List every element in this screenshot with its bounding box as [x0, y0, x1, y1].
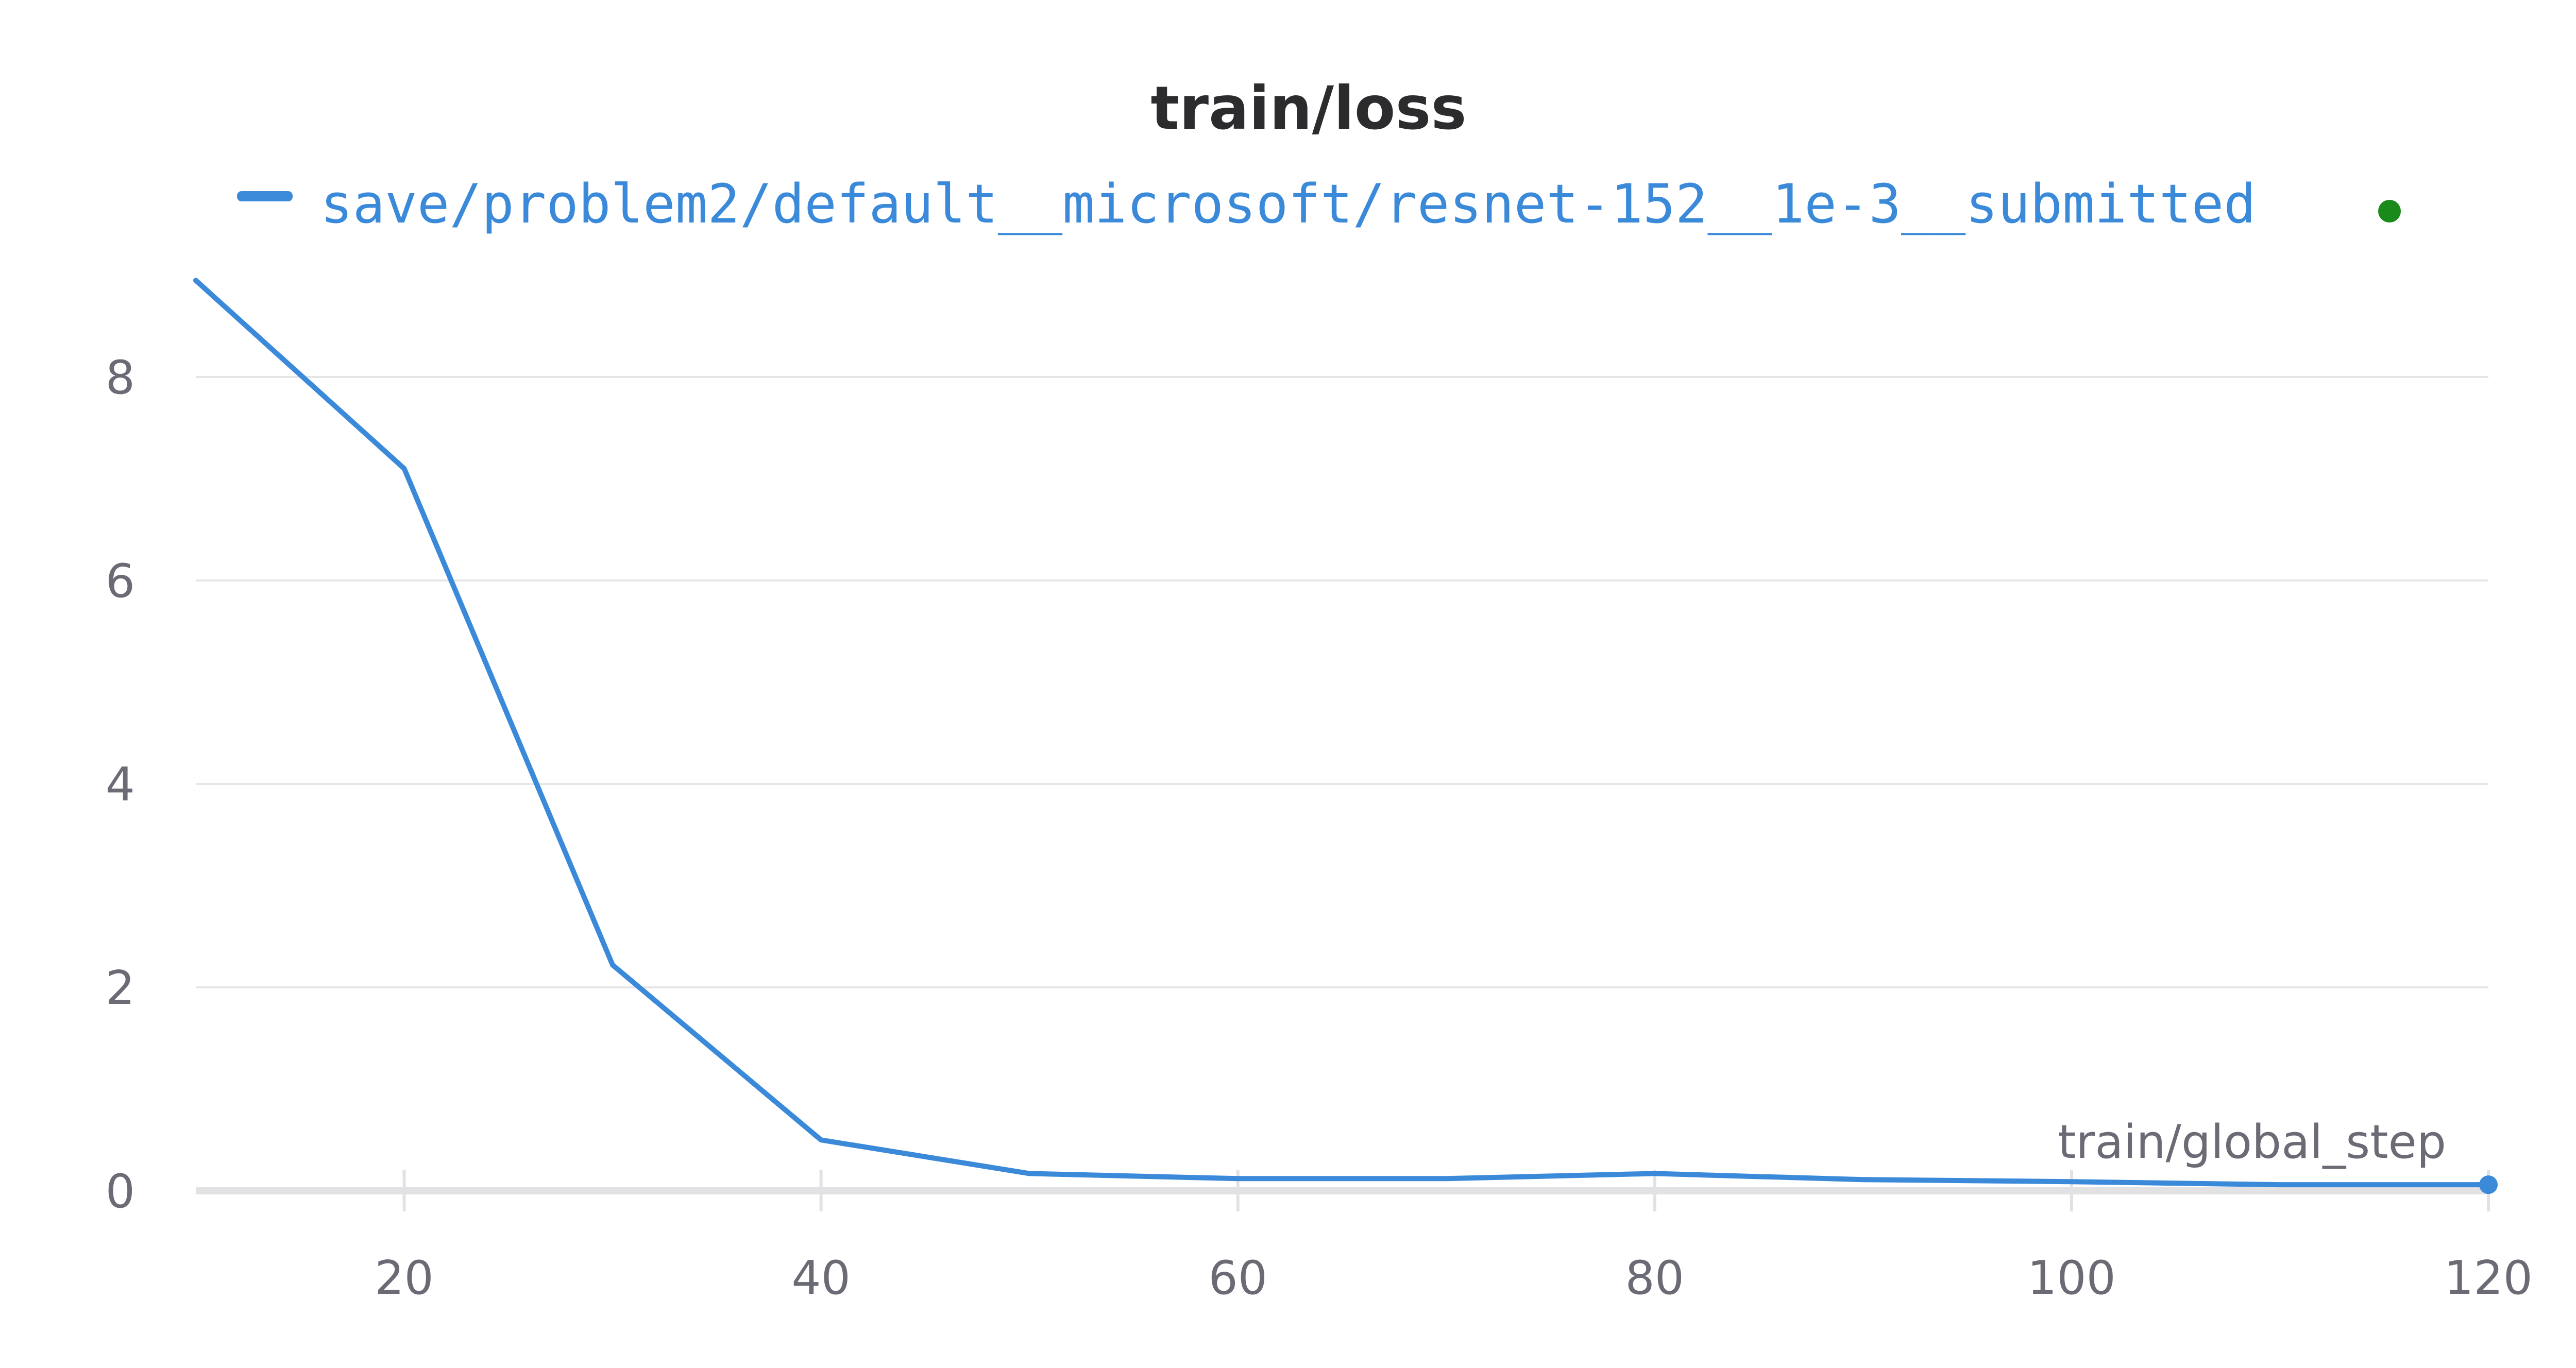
x-tick-label: 20: [375, 1251, 434, 1305]
x-tick-label: 120: [2444, 1251, 2533, 1305]
series-line: [193, 278, 2491, 1188]
legend-series-label: save/problem2/default__microsoft/resnet-…: [320, 173, 2256, 235]
y-tick-label: 2: [106, 961, 135, 1015]
legend-swatch: [237, 191, 293, 201]
y-tick-label: 8: [106, 351, 135, 405]
grid-lines: [196, 376, 2488, 988]
y-tick-label: 4: [106, 758, 135, 812]
y-tick-label: 6: [106, 554, 135, 608]
series-layer: [193, 278, 2498, 1194]
x-axis-title: train/global_step: [2058, 1115, 2446, 1169]
x-tick-label: 80: [1625, 1251, 1685, 1305]
x-tick-label: 60: [1208, 1251, 1267, 1305]
legend[interactable]: save/problem2/default__microsoft/resnet-…: [237, 173, 2401, 235]
x-tick-label: 100: [2027, 1251, 2116, 1305]
x-tick-label: 40: [791, 1251, 851, 1305]
data-point: [2479, 1175, 2498, 1194]
run-status-dot: [2378, 200, 2401, 223]
chart-title: train/loss: [1150, 74, 1466, 143]
tick-labels: 0 2 4 6 8 20 40 60 80 100 120: [106, 351, 2533, 1305]
y-tick-label: 0: [106, 1165, 135, 1219]
